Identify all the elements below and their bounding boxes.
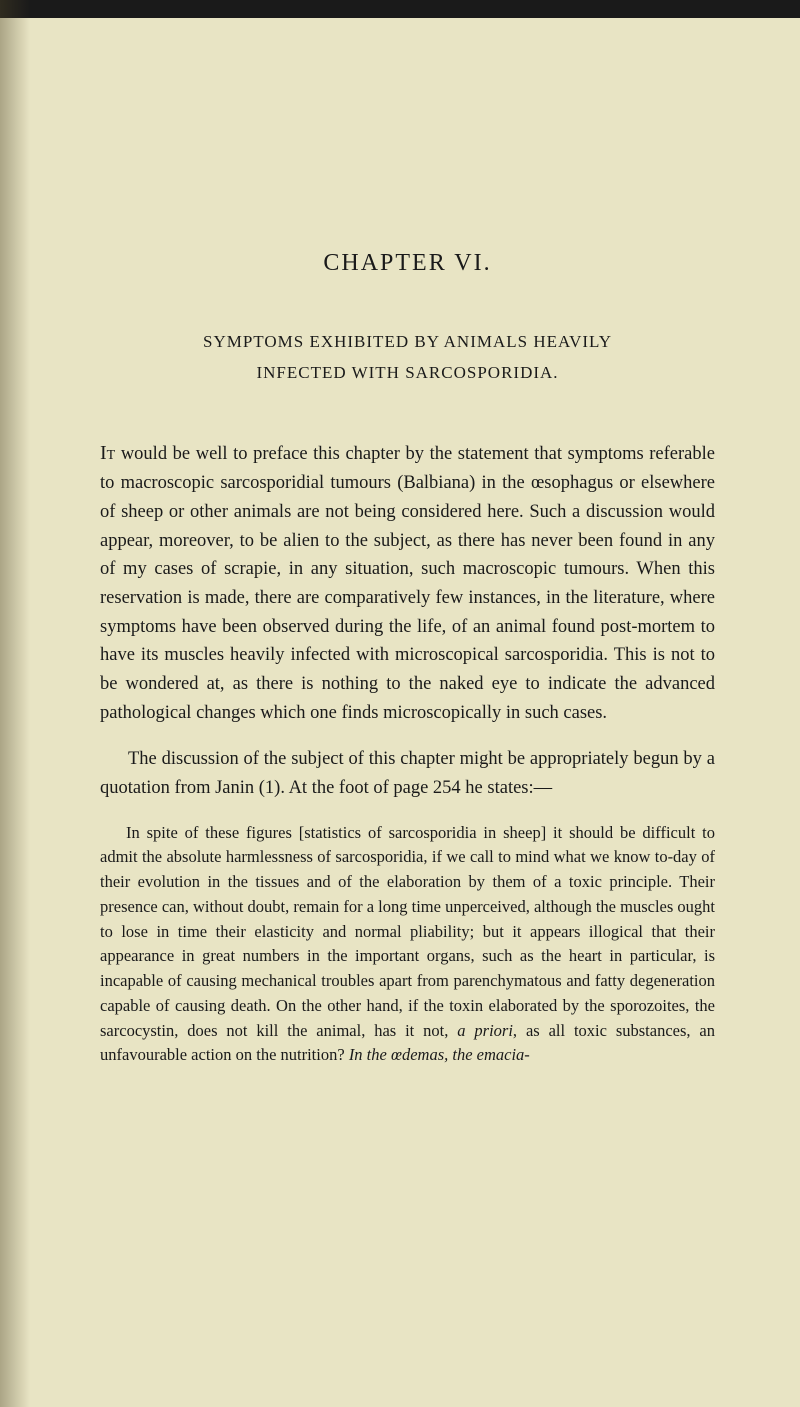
heading-line-2: INFECTED WITH SARCOSPORIDIA. bbox=[256, 363, 558, 382]
top-bar bbox=[0, 0, 800, 18]
quote-paragraph: In spite of these figures [statistics of… bbox=[100, 821, 715, 1069]
page-content: CHAPTER VI. SYMPTOMS EXHIBITED BY ANIMAL… bbox=[0, 0, 800, 1128]
paragraph-1: It would be well to preface this chapter… bbox=[100, 438, 715, 727]
first-word: It bbox=[100, 442, 115, 464]
paragraph-1-text: would be well to preface this chapter by… bbox=[100, 444, 715, 722]
section-heading: SYMPTOMS EXHIBITED BY ANIMALS HEAVILY IN… bbox=[100, 327, 715, 388]
quote-italic-1: a priori bbox=[457, 1021, 513, 1040]
chapter-title: CHAPTER VI. bbox=[100, 250, 715, 277]
heading-line-1: SYMPTOMS EXHIBITED BY ANIMALS HEAVILY bbox=[203, 332, 612, 351]
paragraph-2: The discussion of the subject of this ch… bbox=[100, 745, 715, 802]
quote-italic-2: In the œdemas, the emacia- bbox=[349, 1045, 530, 1064]
quote-text-1: In spite of these figures [statistics of… bbox=[100, 823, 715, 1040]
left-shadow bbox=[0, 0, 30, 1407]
